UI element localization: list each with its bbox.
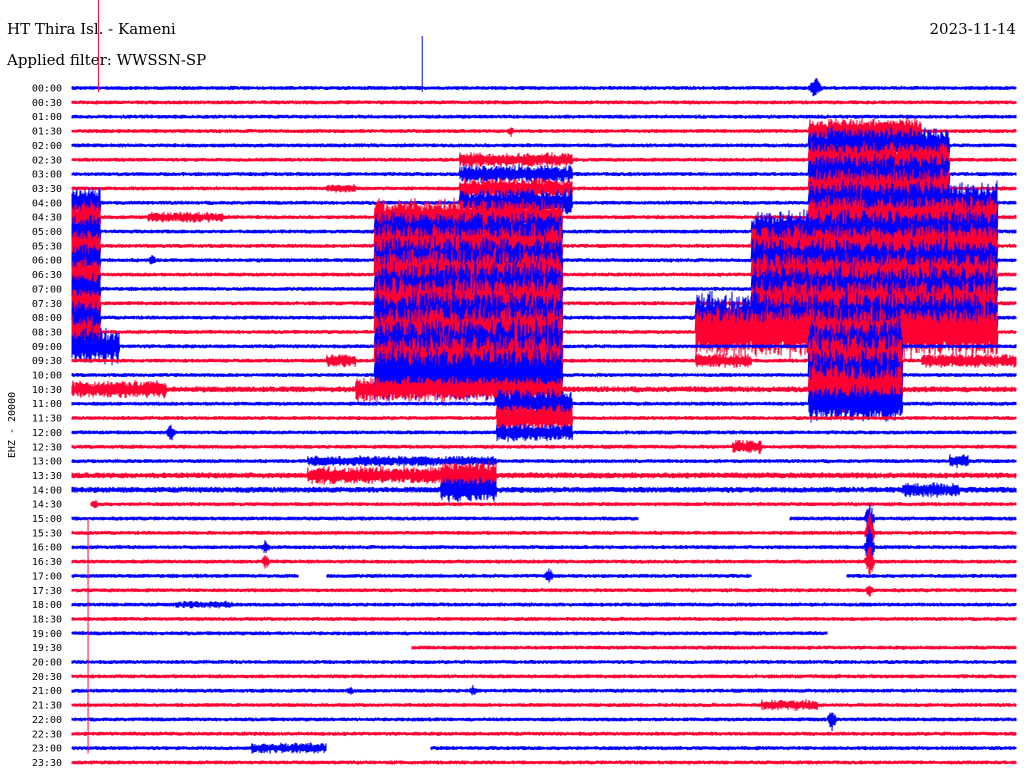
time-tick-label: 06:00	[32, 256, 62, 267]
trace-row	[71, 585, 1017, 597]
trace-row	[90, 499, 1017, 509]
trace-row	[71, 384, 1017, 423]
trace-row	[71, 113, 1017, 120]
seismic-traces	[71, 0, 1017, 766]
time-tick-label: 13:00	[32, 457, 62, 468]
time-tick-label: 16:00	[32, 543, 62, 554]
time-tick-label: 06:30	[32, 270, 62, 281]
trace-row	[71, 673, 1017, 680]
trace-row	[71, 360, 1017, 419]
time-tick-label: 20:00	[32, 658, 62, 669]
time-tick-label: 00:00	[32, 84, 62, 95]
trace-row	[71, 712, 1017, 732]
time-tick-label: 12:30	[32, 442, 62, 453]
time-tick-label: 03:30	[32, 184, 62, 195]
time-tick-label: 10:30	[32, 385, 62, 396]
y-axis-label: EHZ - 20000	[7, 392, 18, 458]
time-tick-label: 19:30	[32, 643, 62, 654]
time-tick-label: 14:30	[32, 500, 62, 511]
time-tick-label: 00:30	[32, 98, 62, 109]
time-tick-label: 02:30	[32, 155, 62, 166]
trace-row	[71, 699, 1017, 711]
trace-row	[71, 568, 1017, 583]
time-tick-label: 23:30	[32, 758, 62, 769]
trace-row	[71, 117, 1017, 145]
filter-label: Applied filter: WWSSN-SP	[7, 51, 206, 69]
trace-row	[71, 630, 828, 637]
time-tick-label: 09:00	[32, 342, 62, 353]
time-tick-label: 01:30	[32, 127, 62, 138]
time-tick-label: 20:30	[32, 672, 62, 683]
time-tick-label: 04:00	[32, 198, 62, 209]
time-tick-label: 08:30	[32, 327, 62, 338]
time-tick-label: 03:00	[32, 170, 62, 181]
trace-row	[71, 439, 1017, 455]
time-tick-label: 22:30	[32, 729, 62, 740]
time-tick-label: 18:30	[32, 614, 62, 625]
filter-prefix: Applied filter:	[7, 51, 112, 69]
time-tick-label: 11:30	[32, 414, 62, 425]
trace-row	[71, 178, 1017, 227]
trace-row	[71, 168, 1017, 211]
time-tick-label: 16:30	[32, 557, 62, 568]
time-tick-labels: 00:00 00:30 01:00 01:30 02:00 02:30 03:00 03:30…	[32, 84, 62, 769]
trace-row	[71, 126, 1017, 165]
filter-name: WWSSN-SP	[116, 51, 207, 69]
time-tick-label: 21:30	[32, 701, 62, 712]
trace-row	[71, 742, 1017, 754]
trace-row	[71, 247, 1017, 302]
time-tick-label: 12:00	[32, 428, 62, 439]
time-tick-label: 09:30	[32, 356, 62, 367]
trace-row	[71, 616, 1017, 622]
trace-row	[71, 332, 1017, 390]
trace-row	[71, 153, 1017, 195]
trace-row	[71, 685, 1017, 696]
time-tick-label: 21:00	[32, 686, 62, 697]
trace-row	[71, 99, 1017, 106]
time-tick-label: 08:00	[32, 313, 62, 324]
time-tick-label: 23:00	[32, 744, 62, 755]
time-tick-label: 05:00	[32, 227, 62, 238]
trace-row	[71, 512, 1017, 552]
trace-row	[71, 403, 1017, 433]
record-date: 2023-11-14	[929, 20, 1016, 38]
time-tick-label: 15:30	[32, 528, 62, 539]
trace-row	[71, 503, 1017, 533]
time-tick-label: 17:00	[32, 571, 62, 582]
trace-row	[71, 78, 1017, 97]
trace-row	[71, 525, 1017, 566]
time-tick-label: 14:00	[32, 485, 62, 496]
time-tick-label: 07:00	[32, 284, 62, 295]
time-tick-label: 15:00	[32, 514, 62, 525]
time-tick-label: 05:30	[32, 241, 62, 252]
time-tick-label: 22:00	[32, 715, 62, 726]
trace-row	[71, 140, 1017, 179]
trace-row	[71, 423, 1017, 443]
trace-row	[71, 476, 1017, 504]
trace-row	[71, 274, 1017, 333]
trace-row	[71, 730, 1017, 737]
time-tick-label: 02:00	[32, 141, 62, 152]
time-tick-label: 07:30	[32, 299, 62, 310]
time-tick-label: 19:00	[32, 629, 62, 640]
trace-row	[71, 759, 1017, 766]
trace-row	[71, 345, 1017, 404]
time-tick-label: 01:00	[32, 112, 62, 123]
time-tick-label: 18:00	[32, 600, 62, 611]
time-tick-label: 10:00	[32, 371, 62, 382]
trace-row	[71, 659, 1017, 665]
trace-row	[71, 546, 1017, 575]
trace-row	[411, 644, 1017, 651]
trace-row	[71, 600, 1017, 609]
time-tick-label: 11:00	[32, 399, 62, 410]
station-title: HT Thira Isl. - Kameni	[7, 20, 176, 38]
trace-row	[71, 461, 1017, 491]
time-tick-label: 04:30	[32, 213, 62, 224]
trace-row	[71, 454, 1017, 469]
time-tick-label: 13:30	[32, 471, 62, 482]
trace-row	[71, 208, 1017, 256]
time-tick-label: 17:30	[32, 586, 62, 597]
